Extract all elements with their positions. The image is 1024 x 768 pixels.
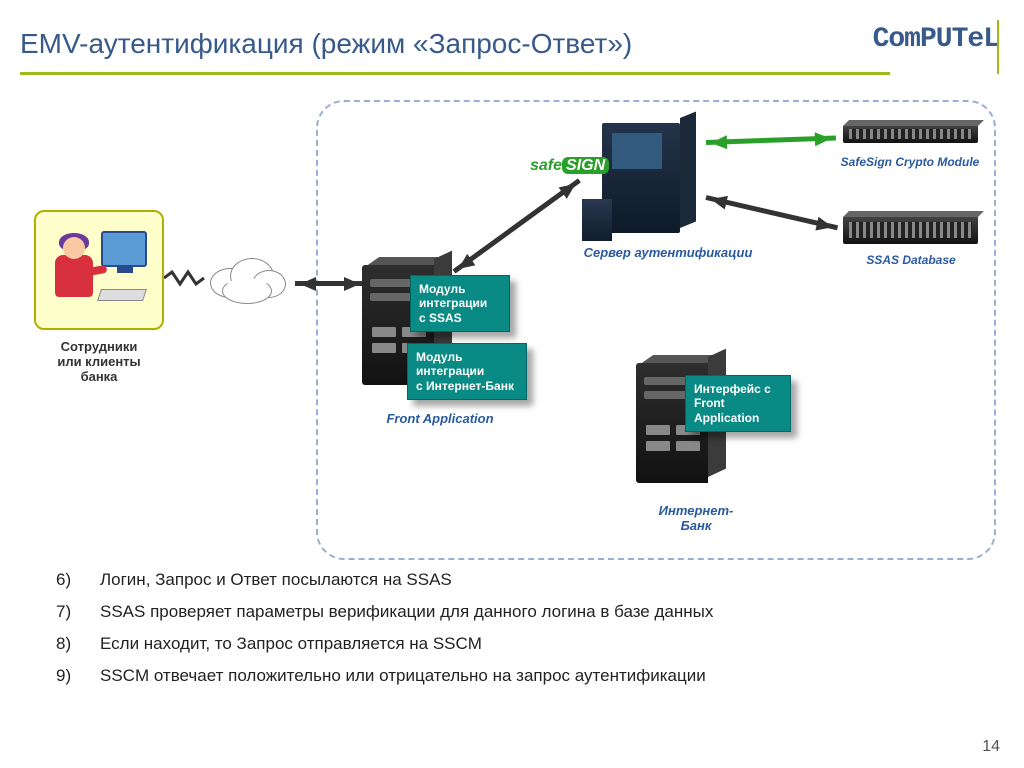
- ssas-db-label: SSAS Database: [846, 253, 976, 267]
- list-item: 6) Логин, Запрос и Ответ посылаются на S…: [56, 570, 956, 590]
- diagram-stage: Сотрудники или клиенты банка Модуль инте…: [0, 85, 1024, 565]
- list-item: 9) SSCM отвечает положительно или отрица…: [56, 666, 956, 686]
- steps-list: 6) Логин, Запрос и Ответ посылаются на S…: [56, 570, 956, 698]
- tag-ibank-module: Модуль интеграции с Интернет-Банк: [407, 343, 527, 400]
- internet-bank-label: Интернет- Банк: [636, 503, 756, 533]
- cloud-icon: [200, 250, 290, 305]
- header-underline: [20, 72, 890, 75]
- keyboard-icon: [97, 289, 147, 301]
- user-illustration: [49, 225, 149, 315]
- auth-server-icon: [582, 123, 702, 243]
- slide-header: EMV-аутентификация (режим «Запрос-Ответ»…: [20, 28, 1004, 60]
- tag-front-interface: Интерфейс c Front Application: [685, 375, 791, 432]
- person-icon: [51, 235, 97, 311]
- crypto-module-icon: [843, 125, 978, 143]
- crypto-module-label: SafeSign Crypto Module: [830, 155, 990, 169]
- monitor-icon: [101, 231, 147, 267]
- zigzag-connector: [164, 277, 204, 279]
- page-number: 14: [982, 738, 1000, 756]
- clients-label: Сотрудники или клиенты банка: [34, 339, 164, 384]
- list-number: 8): [56, 634, 100, 654]
- front-app-label: Front Application: [370, 411, 510, 426]
- list-number: 6): [56, 570, 100, 590]
- list-text: Если находит, то Запрос отправляется на …: [100, 634, 482, 654]
- auth-server-label: Сервер аутентификации: [568, 245, 768, 260]
- arrow-cloud-front: [295, 281, 365, 286]
- ssas-db-icon: [843, 216, 978, 244]
- list-text: SSAS проверяет параметры верификации для…: [100, 602, 713, 622]
- header-vertical-divider: [997, 20, 999, 74]
- list-item: 7) SSAS проверяет параметры верификации …: [56, 602, 956, 622]
- safesign-logo: safeSIGN: [530, 157, 609, 175]
- user-box: [34, 210, 164, 330]
- list-text: SSCM отвечает положительно или отрицател…: [100, 666, 706, 686]
- slide-title: EMV-аутентификация (режим «Запрос-Ответ»…: [20, 28, 632, 59]
- list-text: Логин, Запрос и Ответ посылаются на SSAS: [100, 570, 452, 590]
- list-item: 8) Если находит, то Запрос отправляется …: [56, 634, 956, 654]
- list-number: 9): [56, 666, 100, 686]
- company-logo: ComPUTeL: [873, 24, 999, 55]
- tag-ssas-module: Модуль интеграции с SSAS: [410, 275, 510, 332]
- list-number: 7): [56, 602, 100, 622]
